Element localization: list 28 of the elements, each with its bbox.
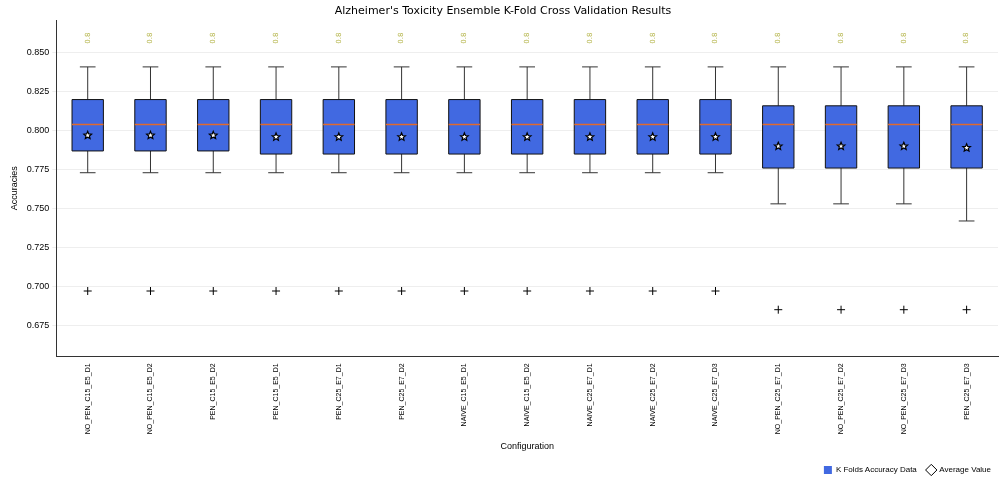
point <box>208 130 218 140</box>
y-tick-label: 0.825 <box>26 86 50 97</box>
point <box>397 132 407 141</box>
legend-label: K Folds Accuracy Data <box>835 465 918 475</box>
y-tick-label: 0.800 <box>26 125 50 136</box>
point <box>271 132 281 141</box>
y-tick-label: 0.850 <box>26 47 50 58</box>
point <box>773 141 783 151</box>
legend-label: Average Value <box>939 465 992 475</box>
point <box>334 132 344 141</box>
chart-title: Alzheimer's Toxicity Ensemble K-Fold Cross Validation Results <box>334 4 672 18</box>
point <box>83 130 93 140</box>
y-tick-label: 0.675 <box>26 319 50 330</box>
point <box>962 143 972 152</box>
point <box>522 132 532 141</box>
x-axis-title: Configuration <box>500 441 554 452</box>
point <box>146 130 155 140</box>
y-tick-label: 0.700 <box>26 280 50 291</box>
y-tick-label: 0.750 <box>26 203 50 214</box>
point <box>585 132 595 141</box>
y-axis-title: Accuracies <box>8 165 19 211</box>
y-tick-label: 0.725 <box>26 241 50 252</box>
point <box>459 132 469 141</box>
point <box>711 132 720 141</box>
point <box>648 132 658 141</box>
point <box>836 141 846 151</box>
point <box>899 141 909 151</box>
y-tick-label: 0.775 <box>26 164 50 175</box>
